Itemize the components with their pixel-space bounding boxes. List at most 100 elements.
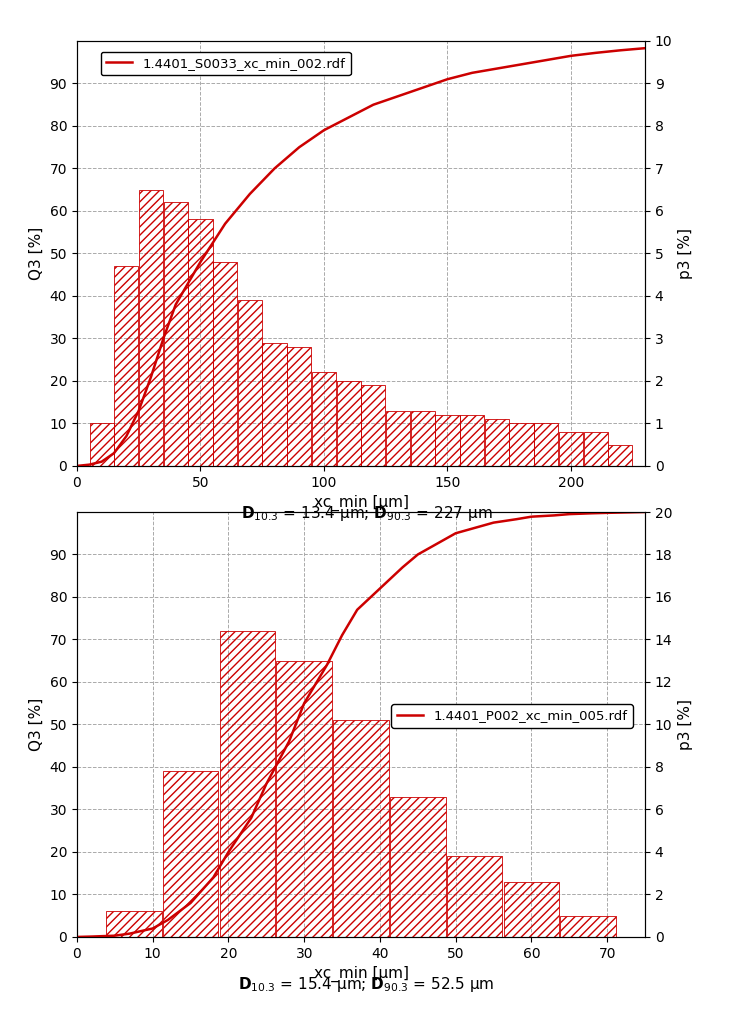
- Bar: [213, 262, 237, 466]
- Bar: [435, 415, 460, 466]
- Line: 1.4401_P002_xc_min_005.rdf: 1.4401_P002_xc_min_005.rdf: [77, 512, 645, 937]
- Bar: [390, 797, 446, 937]
- 1.4401_S0033_xc_min_002.rdf: [641, 42, 649, 54]
- 1.4401_P002_xc_min_005.rdf: [398, 561, 407, 573]
- Bar: [336, 381, 361, 466]
- 1.4401_P002_xc_min_005.rdf: [125, 928, 134, 940]
- 1.4401_P002_xc_min_005.rdf: [375, 583, 384, 595]
- 1.4401_S0033_xc_min_002.rdf: [419, 82, 427, 94]
- 1.4401_S0033_xc_min_002.rdf: [394, 90, 402, 102]
- 1.4401_S0033_xc_min_002.rdf: [159, 332, 168, 344]
- 1.4401_P002_xc_min_005.rdf: [474, 521, 483, 534]
- 1.4401_S0033_xc_min_002.rdf: [592, 47, 600, 59]
- Bar: [287, 347, 312, 466]
- 1.4401_P002_xc_min_005.rdf: [338, 629, 347, 641]
- Bar: [312, 373, 336, 466]
- Bar: [163, 203, 188, 466]
- 1.4401_S0033_xc_min_002.rdf: [246, 187, 254, 200]
- 1.4401_P002_xc_min_005.rdf: [284, 735, 293, 748]
- Bar: [410, 411, 435, 466]
- Bar: [334, 720, 388, 937]
- 1.4401_P002_xc_min_005.rdf: [550, 509, 559, 521]
- 1.4401_S0033_xc_min_002.rdf: [97, 456, 106, 468]
- Bar: [188, 219, 213, 466]
- Bar: [447, 856, 502, 937]
- Y-axis label: Q3 [%]: Q3 [%]: [29, 226, 44, 281]
- 1.4401_S0033_xc_min_002.rdf: [85, 459, 94, 471]
- 1.4401_P002_xc_min_005.rdf: [88, 931, 97, 943]
- Bar: [163, 771, 218, 937]
- 1.4401_S0033_xc_min_002.rdf: [320, 124, 328, 136]
- 1.4401_S0033_xc_min_002.rdf: [517, 58, 526, 71]
- Y-axis label: p3 [%]: p3 [%]: [678, 699, 693, 750]
- X-axis label: xc_min [μm]: xc_min [μm]: [314, 496, 408, 511]
- 1.4401_P002_xc_min_005.rdf: [527, 511, 536, 523]
- 1.4401_P002_xc_min_005.rdf: [353, 603, 361, 615]
- 1.4401_P002_xc_min_005.rdf: [565, 508, 574, 520]
- Bar: [237, 300, 262, 466]
- 1.4401_S0033_xc_min_002.rdf: [616, 44, 625, 56]
- Bar: [608, 444, 633, 466]
- Legend: 1.4401_P002_xc_min_005.rdf: 1.4401_P002_xc_min_005.rdf: [391, 705, 633, 728]
- 1.4401_P002_xc_min_005.rdf: [224, 846, 233, 858]
- 1.4401_S0033_xc_min_002.rdf: [147, 371, 155, 383]
- 1.4401_P002_xc_min_005.rdf: [247, 812, 256, 824]
- Y-axis label: p3 [%]: p3 [%]: [678, 228, 693, 279]
- 1.4401_S0033_xc_min_002.rdf: [270, 163, 279, 175]
- 1.4401_S0033_xc_min_002.rdf: [295, 141, 303, 154]
- 1.4401_P002_xc_min_005.rdf: [73, 931, 81, 943]
- Bar: [460, 415, 485, 466]
- Text: $\mathbf{D}$$_{10.3}$ = 13.4 µm; $\mathbf{D}$$_{90.3}$ = 227 µm: $\mathbf{D}$$_{10.3}$ = 13.4 µm; $\mathb…: [240, 504, 493, 523]
- 1.4401_S0033_xc_min_002.rdf: [493, 62, 501, 75]
- 1.4401_P002_xc_min_005.rdf: [262, 778, 270, 791]
- 1.4401_P002_xc_min_005.rdf: [489, 516, 498, 528]
- 1.4401_P002_xc_min_005.rdf: [300, 697, 309, 710]
- Bar: [583, 432, 608, 466]
- 1.4401_S0033_xc_min_002.rdf: [122, 430, 130, 442]
- 1.4401_S0033_xc_min_002.rdf: [172, 298, 180, 310]
- 1.4401_S0033_xc_min_002.rdf: [221, 217, 229, 229]
- Bar: [139, 189, 163, 466]
- Bar: [534, 424, 559, 466]
- Bar: [114, 266, 139, 466]
- 1.4401_P002_xc_min_005.rdf: [148, 923, 157, 935]
- 1.4401_P002_xc_min_005.rdf: [603, 507, 611, 519]
- Bar: [220, 631, 275, 937]
- Text: $\mathbf{D}$$_{10.3}$ = 15.4 µm; $\mathbf{D}$$_{90.3}$ = 52.5 µm: $\mathbf{D}$$_{10.3}$ = 15.4 µm; $\mathb…: [238, 975, 495, 994]
- Bar: [559, 432, 583, 466]
- Bar: [262, 343, 287, 466]
- Bar: [106, 911, 161, 937]
- 1.4401_P002_xc_min_005.rdf: [641, 506, 649, 518]
- 1.4401_S0033_xc_min_002.rdf: [542, 54, 550, 67]
- 1.4401_P002_xc_min_005.rdf: [163, 913, 172, 926]
- 1.4401_P002_xc_min_005.rdf: [512, 513, 520, 525]
- 1.4401_S0033_xc_min_002.rdf: [468, 67, 476, 79]
- 1.4401_S0033_xc_min_002.rdf: [184, 278, 193, 290]
- 1.4401_S0033_xc_min_002.rdf: [443, 73, 452, 85]
- 1.4401_S0033_xc_min_002.rdf: [134, 404, 143, 417]
- 1.4401_P002_xc_min_005.rdf: [111, 930, 119, 942]
- Line: 1.4401_S0033_xc_min_002.rdf: 1.4401_S0033_xc_min_002.rdf: [77, 48, 645, 466]
- 1.4401_S0033_xc_min_002.rdf: [567, 50, 575, 62]
- Bar: [386, 411, 410, 466]
- Bar: [89, 424, 114, 466]
- Y-axis label: Q3 [%]: Q3 [%]: [29, 697, 44, 752]
- 1.4401_S0033_xc_min_002.rdf: [369, 98, 377, 111]
- Bar: [485, 419, 509, 466]
- 1.4401_P002_xc_min_005.rdf: [436, 536, 445, 548]
- 1.4401_P002_xc_min_005.rdf: [413, 549, 422, 561]
- Bar: [504, 882, 559, 937]
- 1.4401_P002_xc_min_005.rdf: [452, 527, 460, 540]
- Bar: [361, 385, 386, 466]
- 1.4401_S0033_xc_min_002.rdf: [110, 447, 119, 460]
- 1.4401_S0033_xc_min_002.rdf: [345, 112, 353, 124]
- Bar: [276, 660, 332, 937]
- 1.4401_P002_xc_min_005.rdf: [209, 871, 218, 884]
- Bar: [561, 915, 616, 937]
- Bar: [509, 424, 534, 466]
- 1.4401_P002_xc_min_005.rdf: [186, 897, 195, 909]
- Legend: 1.4401_S0033_xc_min_002.rdf: 1.4401_S0033_xc_min_002.rdf: [100, 52, 351, 76]
- 1.4401_P002_xc_min_005.rdf: [323, 658, 331, 671]
- 1.4401_S0033_xc_min_002.rdf: [196, 256, 205, 268]
- X-axis label: xc_min [μm]: xc_min [μm]: [314, 967, 408, 982]
